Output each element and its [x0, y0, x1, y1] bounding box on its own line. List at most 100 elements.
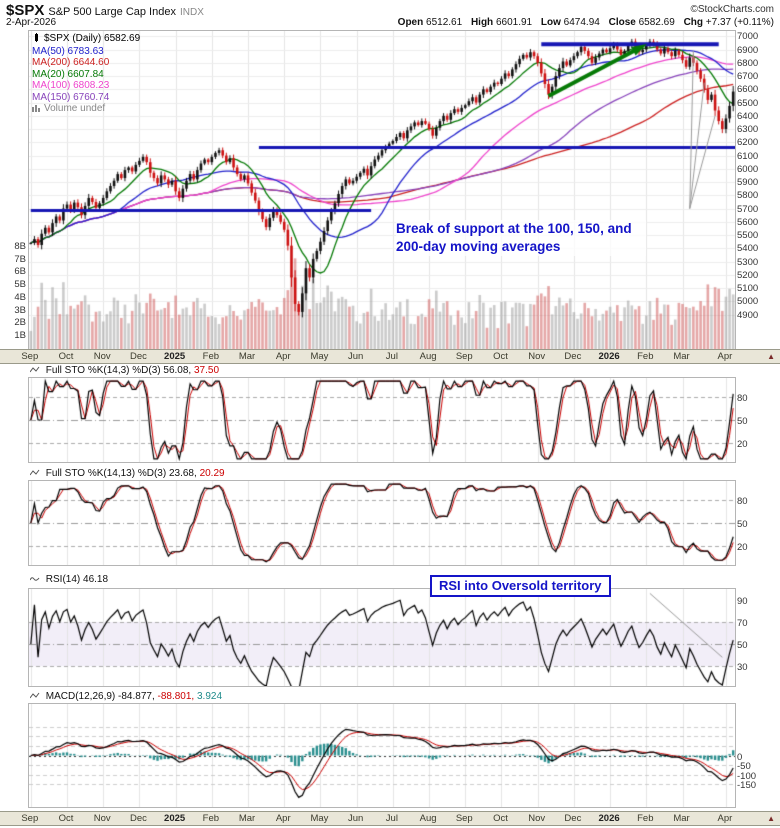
- x-axis-tick: Dec: [129, 813, 147, 824]
- x-axis-tick: Dec: [564, 813, 582, 824]
- legend-volume: Volume undef: [32, 103, 140, 116]
- x-axis-tick: Nov: [528, 813, 546, 824]
- stockcharts-credit-link[interactable]: ©StockCharts.com: [690, 4, 774, 15]
- price-axis-label: 5400: [737, 243, 759, 255]
- price-axis-label: 5100: [737, 283, 759, 295]
- x-axis-tick: May: [310, 813, 329, 824]
- sto-axis-label: 50: [737, 416, 748, 427]
- x-axis-tick: Jul: [385, 813, 398, 824]
- sto-axis-label: 20: [737, 542, 748, 554]
- volume-axis-label: 2B: [14, 317, 26, 329]
- rsi-axis-label: 50: [737, 640, 748, 652]
- sto-axis-label: 80: [737, 392, 748, 404]
- x-axis-tick: Apr: [717, 813, 733, 824]
- price-axis-label: 5300: [737, 256, 759, 268]
- rsi-canvas: [28, 588, 736, 687]
- price-annotation: Break of support at the 100, 150, and 20…: [396, 220, 646, 256]
- sto-slow-canvas: [28, 480, 736, 566]
- macd-axis-label: -50: [737, 761, 751, 773]
- legend-ma-item: MA(150) 6760.74: [32, 91, 110, 103]
- indicator-icon: [29, 469, 40, 480]
- chart-date: 2-Apr-2026: [6, 17, 57, 28]
- x-axis-tick: Oct: [493, 351, 508, 362]
- price-axis-label: 6500: [737, 97, 759, 109]
- price-axis-label: 5700: [737, 203, 759, 215]
- x-axis-tick: Mar: [238, 351, 256, 362]
- x-axis-tick: Apr: [717, 351, 733, 362]
- volume-axis-label: 7B: [14, 253, 26, 265]
- legend-ma-item: MA(20) 6607.84: [32, 68, 104, 80]
- close-label: Close: [608, 17, 636, 28]
- sto-fast-canvas: [28, 377, 736, 463]
- volume-axis-label: 8B: [14, 240, 26, 252]
- macd-axis-label: 0: [737, 751, 743, 763]
- x-axis-tick: 2025: [164, 351, 186, 362]
- volume-axis-label: 3B: [14, 304, 26, 316]
- volume-axis-label: 1B: [14, 330, 26, 342]
- price-axis-label: 6400: [737, 110, 759, 122]
- x-axis-tick: May: [310, 351, 329, 362]
- scroll-arrow-icon: ▲: [767, 352, 775, 361]
- ticker-symbol: $SPX: [6, 2, 45, 19]
- x-axis-tick: Nov: [528, 351, 546, 362]
- rsi-axis-label: 70: [737, 618, 748, 630]
- macd-label: MACD(12,26,9) -84.877, -88.801, 3.924: [29, 691, 222, 703]
- x-axis-tick: Sep: [455, 813, 473, 824]
- price-axis-label: 5600: [737, 216, 759, 228]
- price-legend: $SPX (Daily) 6582.69 MA(50) 6783.63 MA(200…: [32, 33, 140, 116]
- x-axis-tick: Apr: [275, 813, 291, 824]
- price-axis-label: 6200: [737, 137, 759, 149]
- rsi-label: RSI(14) 46.18: [29, 574, 108, 586]
- x-axis-tick: Dec: [564, 351, 582, 362]
- price-axis-label: 6700: [737, 71, 759, 83]
- x-axis-strip-top: ▲ Sep Oct Nov Dec 2025 Feb Mar Apr May Jun Jul Aug Se…: [0, 349, 780, 364]
- price-axis-label: 5200: [737, 269, 759, 281]
- x-axis-tick: Feb: [637, 351, 654, 362]
- price-axis-label: 6000: [737, 163, 759, 175]
- rsi-annotation: RSI into Oversold territory: [430, 575, 611, 597]
- index-name: S&P 500 Large Cap Index: [48, 6, 176, 18]
- price-axis-label: 6100: [737, 150, 759, 162]
- rsi-axis-label: 90: [737, 596, 748, 608]
- price-axis-label: 6600: [737, 84, 759, 96]
- open-label: Open: [397, 17, 424, 28]
- x-axis-tick: Oct: [58, 813, 74, 824]
- price-chart-canvas: [28, 30, 736, 350]
- indicator-icon: [29, 366, 40, 377]
- price-axis-label: 6800: [737, 57, 759, 69]
- x-axis-tick: Nov: [93, 351, 111, 362]
- open-value: 6512.61: [426, 17, 463, 28]
- x-axis-tick: Mar: [673, 351, 690, 362]
- x-axis-tick: Aug: [419, 351, 437, 362]
- legend-symbol: $SPX (Daily) 6582.69: [32, 33, 140, 46]
- x-axis-tick: Oct: [493, 813, 508, 824]
- x-axis-tick: Aug: [419, 813, 437, 824]
- x-axis-tick: Feb: [637, 813, 654, 824]
- x-axis-strip-bottom: ▲ Sep Oct Nov Dec 2025 Feb Mar Apr May Jun Jul Aug Se…: [0, 811, 780, 826]
- chg-label: Chg: [683, 17, 704, 28]
- volume-axis-label: 6B: [14, 266, 26, 278]
- legend-volume-icon: [32, 103, 41, 116]
- chart-header: $SPX S&P 500 Large Cap Index INDX: [6, 2, 204, 20]
- price-axis-label: 5800: [737, 190, 759, 202]
- x-axis-tick: Dec: [129, 351, 147, 362]
- price-axis-label: 5900: [737, 177, 759, 189]
- indicator-icon: [29, 692, 40, 703]
- price-axis-label: 6900: [737, 44, 759, 56]
- price-axis-label: 7000: [737, 31, 759, 43]
- x-axis-tick: Jul: [385, 351, 398, 362]
- x-axis-tick: 2025: [164, 813, 186, 824]
- price-axis-label: 4900: [737, 309, 759, 321]
- close-value: 6582.69: [638, 17, 675, 28]
- sto-axis-label: 20: [737, 439, 748, 451]
- price-axis-label: 6300: [737, 124, 759, 136]
- x-axis-tick: Nov: [93, 813, 111, 824]
- macd-axis-label: -100: [737, 770, 757, 782]
- x-axis-tick: Sep: [21, 813, 39, 824]
- exchange-code: INDX: [179, 7, 204, 18]
- x-axis-tick: Jun: [347, 351, 364, 362]
- high-label: High: [470, 17, 494, 28]
- sto-slow-label: Full STO %K(14,13) %D(3) 23.68, 20.29: [29, 468, 225, 480]
- price-axis-label: 5000: [737, 296, 759, 308]
